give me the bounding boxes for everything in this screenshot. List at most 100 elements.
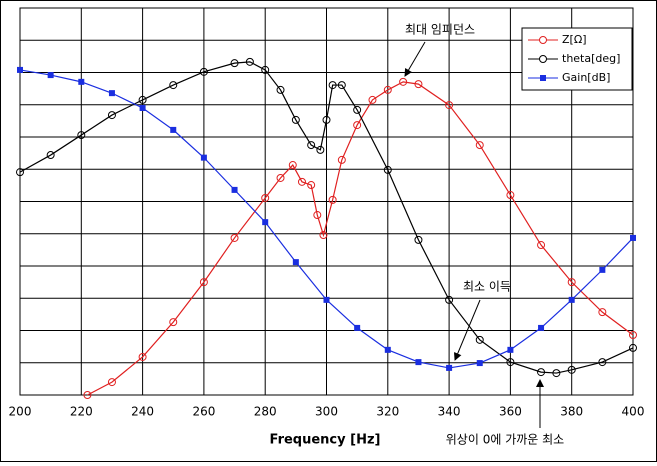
marker xyxy=(297,177,306,186)
marker xyxy=(276,173,285,182)
marker xyxy=(567,278,576,287)
marker xyxy=(415,359,422,366)
marker xyxy=(230,59,239,68)
marker xyxy=(506,191,515,200)
marker xyxy=(16,168,24,177)
legend-label: Gain[dB] xyxy=(562,71,610,84)
marker xyxy=(552,369,561,378)
marker xyxy=(245,57,254,66)
marker xyxy=(354,324,361,331)
marker xyxy=(261,193,270,202)
marker xyxy=(292,259,299,266)
marker xyxy=(77,131,86,140)
marker xyxy=(46,151,55,160)
legend-label: Z[Ω] xyxy=(562,33,587,46)
annotation: 최대 임피던스 xyxy=(405,23,475,37)
marker xyxy=(475,141,484,150)
marker xyxy=(200,154,207,161)
x-tick-label: 240 xyxy=(131,405,154,419)
marker xyxy=(445,101,454,110)
marker xyxy=(313,211,322,220)
marker xyxy=(629,331,637,340)
x-tick-label: 200 xyxy=(9,405,32,419)
marker xyxy=(78,78,85,85)
marker xyxy=(138,95,147,104)
marker xyxy=(316,145,325,154)
marker xyxy=(261,65,270,74)
marker xyxy=(383,165,392,174)
x-tick-label: 280 xyxy=(254,405,277,419)
marker xyxy=(17,66,23,73)
x-axis-label: Frequency [Hz] xyxy=(270,433,381,448)
marker xyxy=(328,195,337,204)
x-tick-label: 360 xyxy=(499,405,522,419)
x-tick-label: 260 xyxy=(192,405,215,419)
marker xyxy=(507,346,514,353)
marker xyxy=(199,278,208,287)
legend-marker xyxy=(539,55,547,63)
series-line xyxy=(87,81,634,396)
marker xyxy=(337,81,346,90)
marker xyxy=(353,105,362,114)
marker xyxy=(506,358,515,367)
marker xyxy=(598,308,607,317)
marker xyxy=(328,81,337,90)
marker xyxy=(169,318,178,327)
marker xyxy=(276,85,285,94)
marker xyxy=(445,295,454,304)
marker xyxy=(138,352,147,361)
marker xyxy=(83,391,92,399)
x-tick-label: 300 xyxy=(315,405,338,419)
x-tick-label: 340 xyxy=(438,405,461,419)
marker xyxy=(399,77,408,86)
marker xyxy=(476,360,483,367)
marker xyxy=(307,181,316,190)
marker xyxy=(262,219,269,226)
x-tick-label: 320 xyxy=(376,405,399,419)
marker xyxy=(414,235,423,244)
marker xyxy=(169,81,178,90)
x-tick-label: 220 xyxy=(70,405,93,419)
marker xyxy=(538,324,545,331)
marker xyxy=(170,126,177,133)
legend-marker xyxy=(540,75,546,81)
marker xyxy=(475,335,484,344)
marker xyxy=(307,141,316,150)
marker xyxy=(630,234,636,241)
marker xyxy=(107,111,116,120)
marker xyxy=(230,233,239,242)
marker xyxy=(47,72,54,79)
marker xyxy=(108,90,115,97)
marker xyxy=(139,104,146,111)
marker xyxy=(414,80,423,89)
marker xyxy=(288,161,297,170)
marker xyxy=(383,85,392,94)
marker xyxy=(107,378,116,387)
marker xyxy=(537,241,546,250)
annotation: 위상이 0에 가까운 최소 xyxy=(446,433,564,447)
marker xyxy=(353,121,362,130)
marker xyxy=(629,343,637,352)
marker xyxy=(291,115,300,124)
marker xyxy=(537,368,546,377)
marker xyxy=(322,115,331,124)
x-tick-label: 400 xyxy=(622,405,645,419)
legend-label: theta[deg] xyxy=(562,52,620,65)
arrow xyxy=(404,41,426,77)
marker xyxy=(384,346,391,353)
marker xyxy=(323,296,330,303)
marker xyxy=(598,358,607,367)
marker xyxy=(567,365,576,374)
marker xyxy=(446,364,453,371)
x-tick-label: 380 xyxy=(560,405,583,419)
legend-marker xyxy=(539,36,547,44)
marker xyxy=(337,155,346,164)
marker xyxy=(231,186,238,193)
marker xyxy=(319,231,328,240)
annotation: 최소 이득 xyxy=(463,280,511,294)
series-line xyxy=(19,61,634,374)
marker xyxy=(199,67,208,76)
marker xyxy=(599,266,606,273)
marker xyxy=(368,95,377,104)
